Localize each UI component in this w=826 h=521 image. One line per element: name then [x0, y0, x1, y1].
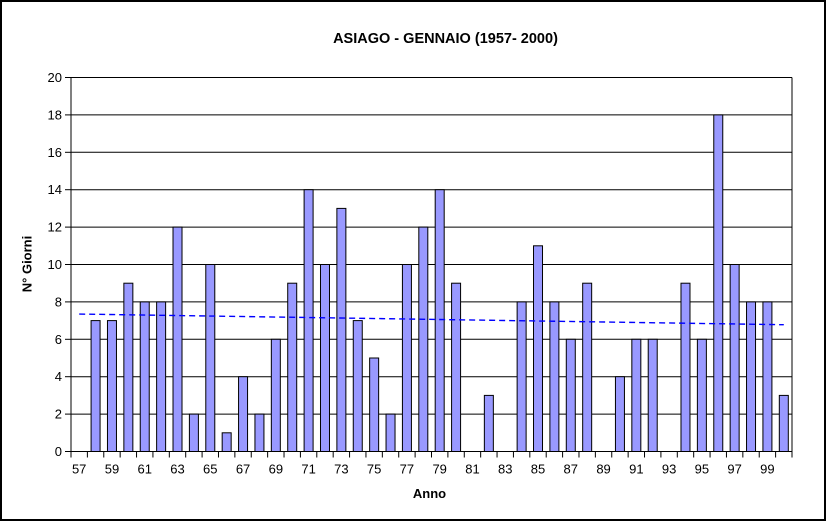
- bar-94: [680, 282, 691, 453]
- bar-76: [385, 413, 396, 453]
- bar-62: [156, 301, 167, 452]
- chart-title: ASIAGO - GENNAIO (1957- 2000): [333, 31, 558, 47]
- x-tick-label: 69: [269, 462, 283, 477]
- bar-97: [729, 264, 740, 452]
- y-tick-labels: 0 2 4 6 8 10 12 14 16 18 20: [48, 70, 62, 459]
- x-tick-labels: 57 59 61 63 65 67 69 71 73 75 77 79 81 83 85 87 89 91 93 95…: [72, 462, 775, 477]
- x-tick-label: 97: [727, 462, 741, 477]
- bar-73: [336, 207, 347, 452]
- x-tick-label: 57: [72, 462, 86, 477]
- bar-58: [90, 320, 101, 452]
- bar-68: [254, 413, 265, 453]
- x-tick-label: 73: [334, 462, 348, 477]
- y-tick-label: 10: [48, 257, 62, 272]
- y-tick-label: 16: [48, 145, 62, 160]
- y-tick-label: 2: [55, 407, 62, 422]
- x-tick-label: 95: [695, 462, 709, 477]
- bar-88: [582, 282, 593, 453]
- x-tick-label: 85: [531, 462, 545, 477]
- bar-69: [270, 338, 281, 452]
- bar-67: [238, 376, 249, 453]
- y-tick-label: 8: [55, 294, 62, 309]
- bar-92: [647, 338, 658, 452]
- bar-82: [483, 394, 494, 452]
- bar-60: [123, 282, 134, 453]
- y-tick-label: 6: [55, 332, 62, 347]
- x-tick-label: 65: [203, 462, 217, 477]
- bar-61: [139, 301, 150, 452]
- bar-65: [205, 264, 216, 452]
- x-tick-label: 81: [465, 462, 479, 477]
- bar-79: [434, 189, 445, 452]
- x-tick-label: 75: [367, 462, 381, 477]
- x-axis-title: Anno: [412, 486, 447, 501]
- x-tick-label: 67: [236, 462, 250, 477]
- bar-95: [696, 338, 707, 452]
- bar-99: [762, 301, 773, 452]
- bar-00: [778, 394, 789, 452]
- y-tick-label: 20: [48, 70, 62, 85]
- bar-86: [549, 301, 560, 452]
- x-tick-label: 61: [138, 462, 152, 477]
- bar-78: [418, 226, 429, 452]
- x-tick-label: 91: [629, 462, 643, 477]
- bar-66: [221, 432, 232, 452]
- x-tick-label: 89: [596, 462, 610, 477]
- bar-75: [369, 357, 380, 452]
- bar-64: [188, 413, 199, 453]
- x-tick-label: 71: [301, 462, 315, 477]
- bar-71: [303, 189, 314, 452]
- x-tick-label: 63: [170, 462, 184, 477]
- bar-80: [451, 282, 462, 453]
- x-tick-label: 83: [498, 462, 512, 477]
- x-tick-label: 93: [662, 462, 676, 477]
- bar-96: [713, 114, 724, 453]
- gridlines: [71, 77, 792, 415]
- x-tick-label: 59: [105, 462, 119, 477]
- x-tick-label: 87: [564, 462, 578, 477]
- x-tick-label: 99: [760, 462, 774, 477]
- y-tick-label: 12: [48, 220, 62, 235]
- x-tick-label: 77: [400, 462, 414, 477]
- y-tick-label: 18: [48, 107, 62, 122]
- bar-85: [533, 245, 544, 452]
- y-tick-label: 4: [55, 369, 62, 384]
- bar-84: [516, 301, 527, 452]
- bar-74: [352, 320, 363, 452]
- bar-91: [631, 338, 642, 452]
- bar-70: [287, 282, 298, 453]
- bars: [90, 114, 789, 453]
- bar-77: [401, 264, 412, 452]
- bar-90: [614, 376, 625, 453]
- bar-59: [106, 320, 117, 452]
- bar-63: [172, 226, 183, 452]
- y-tick-marks: [65, 77, 71, 452]
- x-tick-label: 79: [432, 462, 446, 477]
- bar-87: [565, 338, 576, 452]
- x-tick-marks: [70, 451, 793, 458]
- trend-line: [79, 313, 784, 326]
- bar-72: [319, 264, 330, 452]
- y-tick-label: 0: [55, 444, 62, 459]
- y-tick-label: 14: [48, 182, 62, 197]
- bar-98: [746, 301, 757, 452]
